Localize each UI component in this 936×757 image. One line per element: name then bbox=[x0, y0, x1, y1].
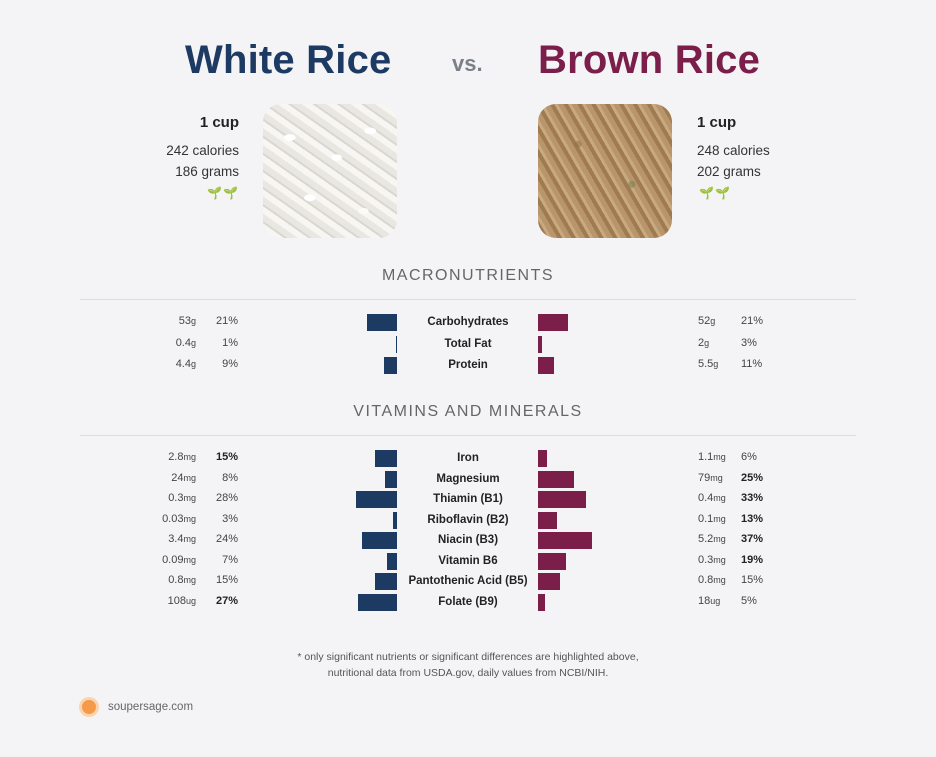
nutrient-label: Total Fat bbox=[444, 337, 492, 350]
nutrient-label: Carbohydrates bbox=[427, 316, 509, 328]
nutrient-label: Magnesium bbox=[436, 472, 500, 485]
brown-rice-bar bbox=[538, 335, 543, 353]
brown-rice-bar bbox=[538, 511, 557, 529]
left-serving: 1 cup bbox=[199, 114, 239, 131]
brown-rice-bar bbox=[538, 470, 575, 488]
brand-link[interactable]: soupersage.com bbox=[108, 701, 194, 713]
brown-rice-amount: 0.1mg bbox=[698, 512, 726, 525]
nutrient-label: Iron bbox=[457, 452, 479, 464]
divider bbox=[80, 435, 856, 436]
white-rice-percent: 15% bbox=[215, 451, 238, 463]
white-rice-percent: 21% bbox=[215, 315, 238, 327]
brown-rice-percent: 11% bbox=[741, 358, 763, 370]
brown-rice-amount: 0.8mg bbox=[698, 574, 726, 586]
white-rice-amount: 4.4g bbox=[175, 358, 196, 370]
brown-rice-bar bbox=[538, 450, 547, 467]
white-rice-bar bbox=[392, 511, 397, 529]
white-rice-bar bbox=[375, 573, 397, 590]
divider bbox=[80, 299, 856, 300]
macronutrients-heading: MACRONUTRIENTS bbox=[381, 267, 555, 284]
nutrient-label: Thiamin (B1) bbox=[433, 493, 503, 505]
nutrient-label: Folate (B9) bbox=[438, 595, 498, 608]
white-rice-percent: 15% bbox=[215, 574, 238, 586]
nutrient-label: Protein bbox=[448, 359, 488, 371]
brown-rice-percent: 37% bbox=[741, 533, 764, 545]
brown-rice-bar bbox=[538, 593, 546, 611]
brown-rice-amount: 0.3mg bbox=[698, 553, 726, 566]
white-rice-amount: 0.3mg bbox=[168, 492, 196, 504]
nutrient-label: Niacin (B3) bbox=[437, 534, 499, 546]
nutrient-label: Vitamin B6 bbox=[438, 554, 498, 567]
brown-rice-percent: 19% bbox=[741, 553, 764, 566]
brown-rice-amount: 5.2mg bbox=[698, 533, 726, 545]
brown-rice-amount: 79mg bbox=[698, 471, 723, 484]
brown-rice-percent: 25% bbox=[741, 471, 764, 484]
white-rice-bar bbox=[357, 593, 397, 611]
footnote: * only significant nutrients or signific… bbox=[0, 649, 936, 681]
white-rice-amount: 24mg bbox=[171, 471, 196, 484]
brown-rice-percent: 3% bbox=[741, 336, 757, 349]
brown-rice-image bbox=[538, 104, 672, 238]
right-serving: 1 cup bbox=[697, 114, 737, 131]
nutrient-label: Pantothenic Acid (B5) bbox=[408, 575, 528, 587]
nutrient-label: Riboflavin (B2) bbox=[427, 513, 509, 526]
white-rice-bar bbox=[386, 552, 397, 570]
left-grams: 186 grams bbox=[175, 164, 239, 179]
white-rice-amount: 2.8mg bbox=[168, 451, 196, 463]
white-rice-amount: 3.4mg bbox=[168, 533, 196, 545]
white-rice-percent: 1% bbox=[222, 336, 238, 349]
right-food-title: Brown Rice bbox=[538, 38, 761, 82]
white-rice-bar bbox=[395, 335, 397, 353]
white-rice-amount: 53g bbox=[178, 315, 196, 327]
white-rice-bar bbox=[385, 470, 397, 488]
right-calories: 248 calories bbox=[697, 143, 770, 158]
brown-rice-amount: 18ug bbox=[698, 594, 721, 607]
brown-rice-percent: 21% bbox=[741, 315, 764, 327]
left-food-title: White Rice bbox=[185, 38, 392, 82]
brown-rice-percent: 33% bbox=[741, 492, 764, 504]
brown-rice-amount: 5.5g bbox=[698, 358, 719, 370]
vegan-leaf-icon: 🌱🌱 bbox=[207, 186, 239, 200]
white-rice-amount: 0.03mg bbox=[162, 512, 196, 525]
white-rice-percent: 9% bbox=[222, 358, 238, 370]
brown-rice-bar bbox=[538, 573, 560, 590]
brown-rice-percent: 15% bbox=[741, 574, 764, 586]
white-rice-bar bbox=[375, 450, 397, 467]
white-rice-percent: 3% bbox=[222, 512, 238, 525]
vegan-leaf-icon: 🌱🌱 bbox=[699, 186, 731, 200]
brown-rice-percent: 13% bbox=[741, 512, 764, 525]
brown-rice-bar bbox=[538, 357, 554, 374]
white-rice-amount: 0.09mg bbox=[162, 553, 196, 566]
footnote-line: * only significant nutrients or signific… bbox=[297, 651, 639, 663]
brown-rice-bar bbox=[538, 314, 569, 331]
footnote-line: nutritional data from USDA.gov, daily va… bbox=[327, 667, 609, 679]
brown-rice-bar bbox=[538, 532, 592, 549]
white-rice-bar bbox=[356, 491, 397, 508]
brown-rice-amount: 52g bbox=[698, 315, 716, 327]
white-rice-percent: 27% bbox=[215, 594, 238, 607]
white-rice-image bbox=[263, 104, 397, 238]
white-rice-percent: 7% bbox=[222, 553, 238, 566]
white-rice-amount: 0.4g bbox=[175, 336, 196, 349]
brown-rice-bar bbox=[538, 552, 566, 570]
white-rice-bar bbox=[366, 314, 397, 331]
brown-rice-amount: 1.1mg bbox=[698, 451, 726, 463]
right-grams: 202 grams bbox=[697, 164, 761, 179]
white-rice-bar bbox=[383, 357, 397, 374]
vs-label: vs. bbox=[452, 51, 483, 76]
brown-rice-percent: 5% bbox=[741, 594, 757, 607]
white-rice-amount: 108ug bbox=[167, 594, 196, 607]
brown-rice-bar bbox=[538, 491, 586, 508]
brown-rice-amount: 2g bbox=[698, 336, 710, 349]
white-rice-percent: 24% bbox=[215, 533, 238, 545]
white-rice-percent: 28% bbox=[215, 492, 238, 504]
left-calories: 242 calories bbox=[166, 143, 239, 158]
white-rice-percent: 8% bbox=[222, 471, 238, 484]
brown-rice-amount: 0.4mg bbox=[698, 492, 726, 504]
vitamins-heading: VITAMINS AND MINERALS bbox=[353, 403, 583, 420]
soupersage-logo-icon bbox=[82, 700, 96, 714]
white-rice-amount: 0.8mg bbox=[168, 574, 196, 586]
brown-rice-percent: 6% bbox=[741, 451, 757, 463]
white-rice-bar bbox=[362, 532, 397, 549]
